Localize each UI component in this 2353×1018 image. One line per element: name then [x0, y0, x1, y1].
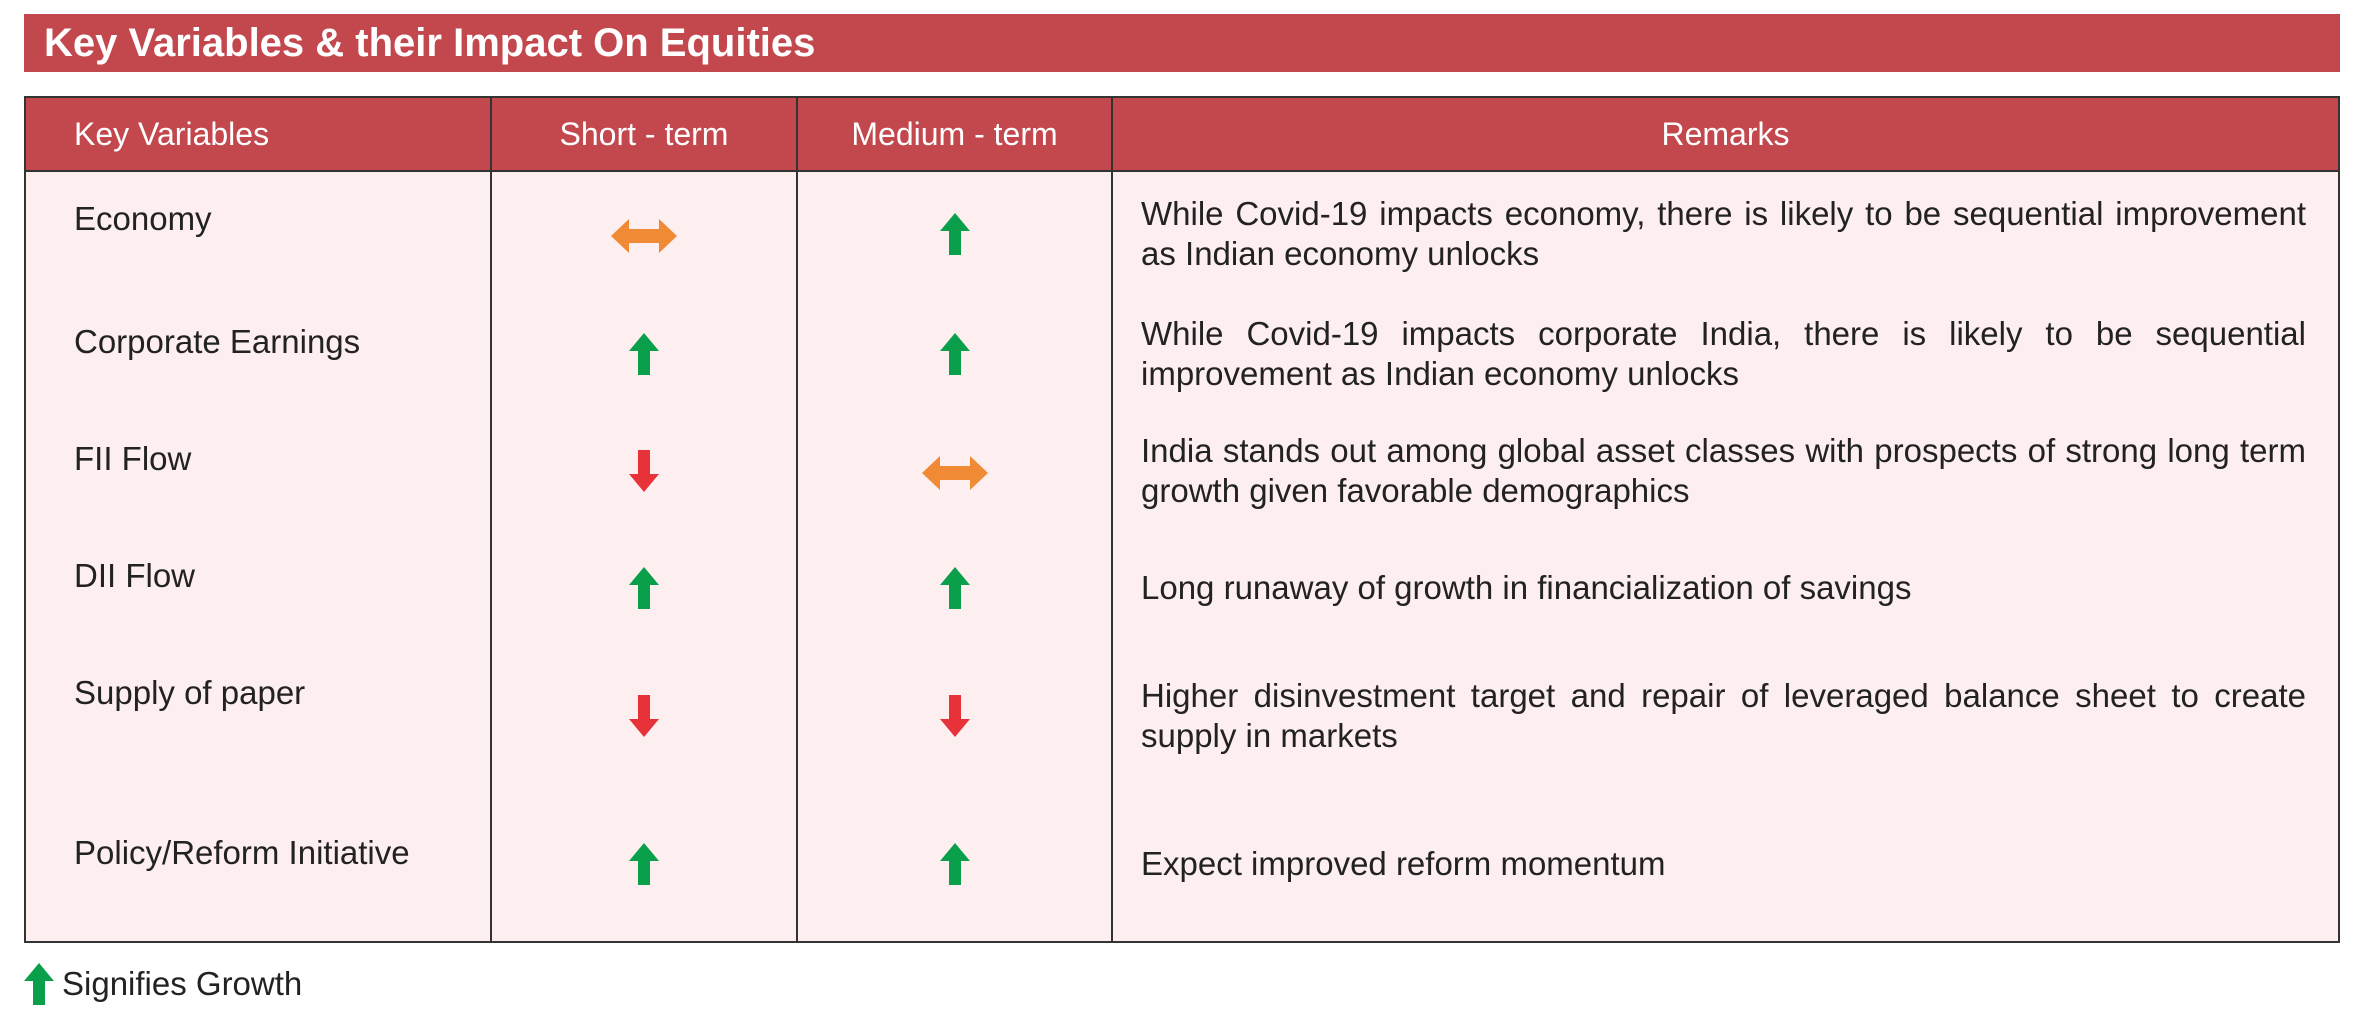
variable-name: DII Flow: [74, 557, 196, 594]
variable-name: Policy/Reform Initiative: [74, 834, 410, 871]
remark-text: Expect improved reform momentum: [1141, 844, 1666, 882]
page-title: Key Variables & their Impact On Equities: [24, 14, 2340, 72]
column-header-short-term: Short - term: [491, 98, 798, 172]
column-header-medium-term: Medium - term: [797, 98, 1113, 172]
remark-text: Long runaway of growth in financializati…: [1141, 568, 1912, 606]
variable-name: FII Flow: [74, 440, 192, 477]
remark-text: Higher disinvestment target and repair o…: [1141, 677, 2306, 754]
table-row: Economy While Covid-19 impacts economy, …: [26, 171, 2338, 295]
variable-name: Supply of paper: [74, 674, 306, 711]
remark-text: While Covid-19 impacts corporate India, …: [1141, 314, 2306, 392]
down-arrow-icon: [939, 695, 970, 738]
table-row: Corporate Earnings While Covid-19 impact…: [26, 295, 2338, 412]
down-arrow-icon: [629, 449, 659, 492]
column-header-variable: Key Variables: [26, 98, 492, 172]
remark-text: While Covid-19 impacts economy, there is…: [1141, 194, 2306, 272]
variable-name: Economy: [74, 200, 212, 237]
up-arrow-icon: [629, 566, 659, 609]
remark-text: India stands out among global asset clas…: [1141, 431, 2306, 509]
double-arrow-icon: [921, 451, 988, 490]
up-arrow-icon: [939, 842, 970, 885]
legend: Signifies Growth: [24, 962, 302, 1006]
table-row: Policy/Reform Initiative Expect improved…: [26, 786, 2338, 941]
up-arrow-icon: [629, 332, 659, 375]
legend-text: Signifies Growth: [62, 965, 303, 1002]
up-arrow-icon: [939, 566, 970, 609]
table-header-row: Key Variables Short - term Medium - term…: [26, 98, 2338, 172]
table-row: DII Flow Long runaway of growth in finan…: [26, 529, 2338, 646]
up-arrow-icon: [24, 963, 54, 1006]
table-row: Supply of paper Higher disinvestment tar…: [26, 646, 2338, 786]
variable-name: Corporate Earnings: [74, 323, 361, 360]
double-arrow-icon: [611, 214, 677, 253]
up-arrow-icon: [939, 212, 970, 255]
down-arrow-icon: [629, 695, 659, 738]
table-row: FII Flow India stands out among global a…: [26, 412, 2338, 529]
impact-table: Key Variables Short - term Medium - term…: [24, 96, 2340, 943]
up-arrow-icon: [939, 332, 970, 375]
column-header-remarks: Remarks: [1112, 98, 2338, 172]
up-arrow-icon: [629, 842, 659, 885]
